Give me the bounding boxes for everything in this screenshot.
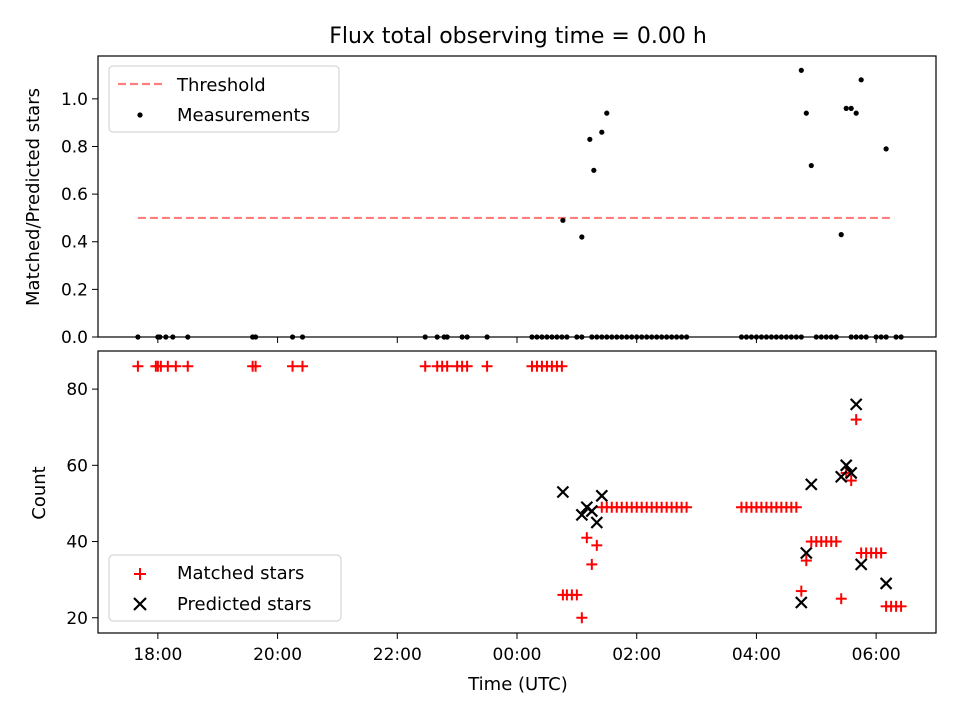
legend-measurement-marker (137, 112, 143, 118)
matched-star-point (481, 360, 493, 372)
bottom-x-tick-label: 00:00 (493, 645, 542, 665)
measurement-point (591, 167, 597, 173)
matched-star-point (250, 360, 262, 372)
legend-matched-marker (134, 568, 146, 580)
matched-star-point (586, 558, 598, 570)
top-y-tick-label: 0.0 (61, 328, 88, 348)
top-panel: 0.0 0.2 0.4 0.6 0.8 1.0 Matched/Predicted sta… (23, 55, 937, 348)
matched-star-point (845, 475, 857, 487)
bottom-x-tick-label: 22:00 (373, 645, 422, 665)
top-y-ticks: 0.0 0.2 0.4 0.6 0.8 1.0 (61, 90, 98, 348)
bottom-x-tick-label: 06:00 (852, 645, 901, 665)
measurement-point (798, 67, 804, 73)
predicted-star-point (805, 478, 818, 491)
matched-star-point (297, 360, 309, 372)
bottom-y-tick-label: 60 (66, 456, 88, 476)
top-y-axis-label: Matched/Predicted stars (23, 88, 44, 306)
matched-star-point (182, 360, 194, 372)
matched-star-point (576, 612, 588, 624)
matched-star-point (591, 539, 603, 551)
predicted-star-point (795, 596, 808, 609)
matched-star-point (419, 360, 431, 372)
legend-matched-label: Matched stars (177, 563, 304, 584)
predicted-star-point (595, 489, 609, 503)
chart-title: Flux total observing time = 0.00 h (329, 24, 707, 49)
bottom-marks (132, 360, 907, 624)
bottom-x-ticks: 18:00 20:00 22:00 00:00 02:00 04:00 06:00 (133, 633, 901, 665)
matched-star-point (795, 585, 807, 597)
measurement-point (808, 162, 814, 169)
predicted-star-point (854, 558, 868, 571)
top-y-tick-label: 0.4 (61, 233, 88, 253)
top-legend-box (108, 65, 340, 133)
bottom-x-tick-label: 02:00 (612, 645, 661, 665)
top-marks (135, 67, 904, 340)
measurement-point (803, 110, 809, 116)
bottom-x-tick-label: 04:00 (732, 645, 781, 665)
predicted-star-point (879, 577, 893, 590)
matched-star-point (875, 547, 887, 559)
predicted-star-point (556, 485, 570, 499)
measurement-point (848, 105, 854, 111)
bottom-x-tick-label: 20:00 (253, 645, 302, 665)
top-y-tick-label: 0.2 (61, 280, 88, 300)
matched-star-point (850, 414, 862, 426)
bottom-y-tick-label: 20 (66, 609, 88, 629)
measurement-point (858, 77, 864, 83)
bottom-x-axis-label: Time (UTC) (467, 674, 568, 695)
measurement-point (587, 136, 593, 142)
legend-predicted-label: Predicted stars (177, 594, 311, 615)
matched-star-point (830, 536, 842, 548)
matched-star-point (681, 501, 693, 513)
matched-star-point (581, 532, 593, 544)
bottom-y-tick-label: 40 (66, 533, 88, 553)
predicted-star-point (800, 546, 813, 560)
predicted-star-point (849, 398, 863, 411)
measurement-point (843, 105, 849, 111)
bottom-panel: 20 40 60 80 18:00 20:00 22:00 00:00 02:00 04:00 0… (29, 350, 937, 695)
matched-star-point (287, 360, 299, 372)
matched-star-point (790, 501, 802, 513)
bottom-legend-box (108, 554, 342, 622)
legend-predicted-marker (133, 597, 147, 611)
predicted-star-point (834, 470, 848, 484)
predicted-star-point (585, 504, 599, 518)
predicted-star-point (839, 459, 853, 472)
matched-star-point (556, 360, 568, 372)
measurement-point (883, 146, 889, 152)
matched-star-point (441, 360, 453, 372)
matched-star-point (800, 555, 812, 567)
top-y-tick-label: 0.6 (61, 185, 88, 205)
matched-star-point (895, 600, 907, 612)
measurement-point (560, 217, 566, 223)
matched-star-point (571, 589, 583, 601)
predicted-star-point (575, 508, 589, 522)
top-y-tick-label: 1.0 (61, 90, 88, 110)
top-y-tick-label: 0.8 (61, 137, 88, 157)
matched-star-point (835, 593, 847, 605)
bottom-legend: Matched stars Predicted stars (108, 554, 342, 622)
predicted-star-point (844, 466, 858, 480)
matched-star-point (132, 360, 144, 372)
predicted-star-point (590, 516, 604, 529)
legend-measurements-label: Measurements (177, 105, 310, 126)
bottom-x-tick-label: 18:00 (133, 645, 182, 665)
bottom-y-axis-label: Count (29, 466, 50, 519)
measurement-point (838, 232, 844, 238)
legend-threshold-label: Threshold (176, 75, 266, 96)
measurement-point (599, 129, 605, 135)
bottom-y-tick-label: 80 (66, 380, 88, 400)
matched-star-point (170, 360, 182, 372)
measurement-point (604, 110, 610, 116)
top-legend: Threshold Measurements (108, 65, 340, 133)
bottom-y-ticks: 20 40 60 80 (66, 380, 98, 629)
matched-star-point (461, 360, 473, 372)
top-x-ticks (157, 337, 877, 343)
measurement-point (853, 110, 859, 116)
measurement-point (579, 234, 585, 240)
